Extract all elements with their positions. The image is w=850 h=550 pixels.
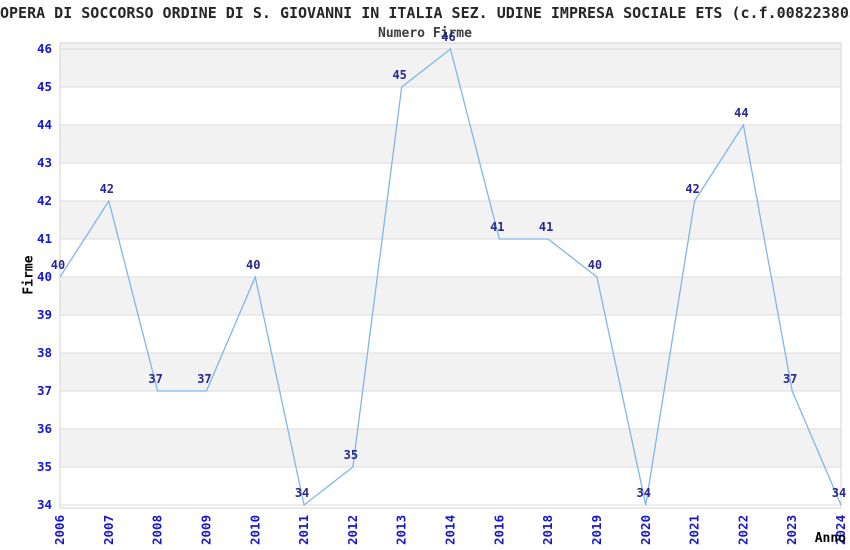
y-tick-label: 38 — [37, 345, 52, 360]
data-point-label: 41 — [539, 220, 553, 234]
x-axis-title: Anno — [814, 531, 846, 546]
x-tick-label: 2023 — [784, 515, 799, 545]
y-tick-label: 44 — [37, 117, 52, 132]
data-point-label: 35 — [344, 448, 358, 462]
y-tick-label: 45 — [37, 79, 52, 94]
y-tick-label: 36 — [37, 421, 52, 436]
data-point-label: 34 — [295, 486, 309, 500]
x-tick-label: 2009 — [198, 515, 213, 545]
y-tick-label: 43 — [37, 155, 52, 170]
data-point-label: 37 — [148, 372, 162, 386]
data-point-label: 42 — [100, 182, 114, 196]
data-point-label: 44 — [734, 106, 748, 120]
x-tick-label: 2022 — [735, 515, 750, 545]
x-tick-label: 2007 — [101, 515, 116, 545]
plot-band — [60, 201, 841, 239]
y-tick-label: 41 — [37, 231, 52, 246]
x-tick-label: 2019 — [589, 515, 604, 545]
data-point-label: 45 — [392, 68, 406, 82]
data-point-label: 42 — [685, 182, 699, 196]
x-tick-label: 2013 — [394, 515, 409, 545]
data-point-label: 40 — [588, 258, 602, 272]
plot-band — [60, 429, 841, 467]
chart-title: Numero Firme — [378, 26, 472, 41]
x-tick-label: 2008 — [150, 515, 165, 545]
data-point-label: 40 — [246, 258, 260, 272]
y-tick-label: 37 — [37, 383, 52, 398]
x-tick-label: 2016 — [491, 515, 506, 545]
series-line — [59, 47, 842, 507]
x-tick-label: 2014 — [443, 515, 458, 545]
x-tick-label: 2018 — [540, 515, 555, 545]
plot-border — [59, 42, 842, 509]
y-axis-title: Firme — [21, 255, 37, 295]
x-tick-label: 2006 — [52, 515, 67, 545]
data-point-label: 37 — [783, 372, 797, 386]
plot-band — [60, 125, 841, 163]
y-tick-label: 46 — [37, 41, 52, 56]
y-tick-label: 35 — [37, 459, 52, 474]
chart-suptitle: OPERA DI SOCCORSO ORDINE DI S. GIOVANNI … — [0, 4, 850, 22]
data-point-label: 34 — [832, 486, 846, 500]
y-tick-label: 39 — [37, 307, 52, 322]
x-tick-label: 2012 — [345, 515, 360, 545]
plot-band — [60, 353, 841, 391]
data-point-label: 40 — [51, 258, 65, 272]
x-tick-label: 2011 — [296, 515, 311, 545]
y-tick-label: 42 — [37, 193, 52, 208]
data-point-label: 37 — [197, 372, 211, 386]
data-point-label: 34 — [637, 486, 651, 500]
data-point-label: 41 — [490, 220, 504, 234]
plot-band — [60, 277, 841, 315]
x-tick-label: 2021 — [687, 515, 702, 545]
x-tick-label: 2024 — [833, 515, 848, 545]
y-tick-label: 34 — [37, 497, 52, 512]
x-tick-label: 2020 — [638, 515, 653, 545]
y-tick-label: 40 — [37, 269, 52, 284]
x-tick-label: 2010 — [247, 515, 262, 545]
data-point-label: 46 — [441, 30, 455, 44]
